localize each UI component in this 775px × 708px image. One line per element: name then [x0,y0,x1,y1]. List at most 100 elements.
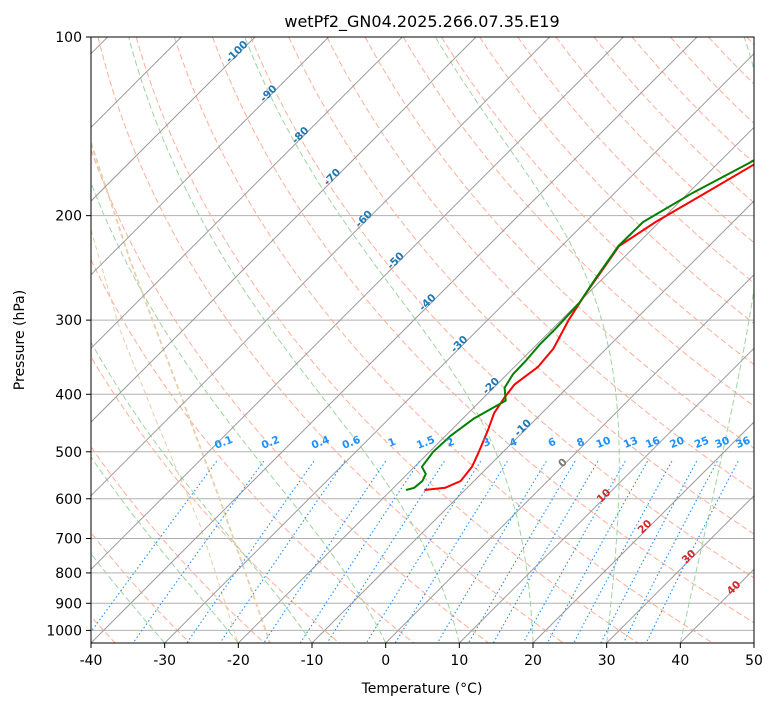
dry-adiabat-line [97,37,564,643]
dry-adiabat-line [631,37,754,164]
isotherm-line [91,37,330,276]
sounding-series [405,159,754,491]
y-tick-label: 900 [55,596,82,612]
dry-adiabat-line [135,37,639,643]
mixing-ratio-line [492,460,599,643]
moist-adiabat-line [91,341,313,643]
mixing-ratio-line [186,460,315,643]
mixing-ratio-line [132,460,265,643]
dry-adiabat-line [91,445,265,643]
isotherm-line [311,200,754,643]
x-tick-label: 0 [381,653,390,669]
y-tick-label: 800 [55,566,82,582]
isotherm-line [91,37,698,643]
mixing-ratio-line [299,460,420,643]
axes: -40 -30 -20 -10 0 10 20 30 40 50 100 200 300 400 500 60… [46,30,763,669]
dry-adiabat-line [91,258,415,643]
dry-adiabats [91,37,754,643]
mixing-ratio-label: 30 [713,434,731,451]
isotherm-line [91,37,256,202]
moist-adiabat-line [244,37,534,643]
lcl-curve [91,229,239,643]
isotherms [91,37,754,643]
mixing-ratio-label: 6 [547,436,558,450]
x-axis-label: Temperature (°C) [361,681,483,697]
dewpoint-profile-line [405,159,754,491]
mixing-ratio-line [365,460,482,643]
x-tick-label: -10 [301,653,324,669]
mixing-ratio-label: 20 [668,434,686,451]
isotherm-line [91,37,551,497]
dry-adiabat-line [479,37,754,325]
y-tick-label: 500 [55,445,82,461]
x-tick-label: 50 [745,653,763,669]
isotherm-line [164,52,754,643]
plot-area: -100-90-80-70-60-50-40-30-20-100.1 0.2 0.4… [91,37,754,643]
y-axis-label: Pressure (hPa) [12,290,28,390]
mixing-ratio-label: 16 [644,434,662,451]
mixing-ratio-label: 13 [622,434,640,451]
isotherm-line [91,37,403,350]
mixing-ratio-label: 36 [734,434,752,451]
dry-adiabat-line [212,37,754,624]
x-tick-label: 20 [524,653,542,669]
moist-adiabat-line [91,456,239,643]
mixing-ratio-line [522,460,626,643]
y-tick-label: 300 [55,313,82,329]
mixing-ratio-label: 3 [481,436,492,450]
isotherm-line [237,126,754,643]
lcl-curve [91,142,271,643]
y-tick-label: 400 [55,387,82,403]
isotherm-line [91,37,477,423]
isotherm-line [458,347,754,643]
dry-adiabat-line [440,37,754,366]
x-tick-label: 10 [450,653,468,669]
mixing-ratio-line [546,460,648,643]
mixing-ratio-label: 25 [693,434,711,451]
temperature-profile-line [424,163,754,491]
plot-frame [90,36,755,644]
dry-adiabat-line [402,37,754,407]
mixing-ratio-lines [91,460,739,643]
lcl-curves [91,142,271,643]
y-tick-label: 600 [55,492,82,508]
mixing-ratio-label: 4 [508,436,519,450]
mixing-ratio-label: 8 [575,436,586,450]
mixing-ratio-label: 2 [445,436,456,450]
x-tick-label: 30 [598,653,616,669]
dry-adiabat-line [364,37,754,449]
mixing-ratio-line [219,460,346,643]
x-tick-label: 40 [671,653,689,669]
mixing-ratio-line [91,460,218,633]
chart-title: wetPf2_GN04.2025.266.07.35.E19 [284,12,559,32]
y-tick-label: 200 [55,209,82,225]
moist-adiabat-line [434,37,620,643]
y-tick-label: 700 [55,532,82,548]
mixing-ratio-line [326,460,445,643]
isotherm-line [606,494,754,643]
y-tick-label: 1000 [46,623,82,639]
isotherm-line [532,421,754,643]
mixing-ratio-line [573,460,673,643]
dry-adiabat-line [517,37,754,284]
x-tick-label: -30 [153,653,176,669]
dry-adiabat-line [91,531,191,643]
dry-adiabat-line [173,37,713,643]
isotherm-line [91,37,624,571]
moist-adiabats [91,37,754,643]
x-tick-label: -20 [227,653,250,669]
mixing-ratio-line [263,460,387,643]
dry-adiabat-line [250,37,754,579]
dry-adiabat-line [593,37,754,204]
moist-adiabat-line [91,181,387,643]
mixing-ratio-label: 1 [386,436,397,450]
y-tick-label: 100 [55,30,82,46]
x-tick-label: -40 [80,653,103,669]
mixing-ratio-label: 10 [594,434,612,451]
moist-adiabat-line [679,37,754,643]
isotherm-line [385,273,754,643]
mixing-ratio-line [436,460,547,643]
moist-adiabat-line [128,37,460,643]
